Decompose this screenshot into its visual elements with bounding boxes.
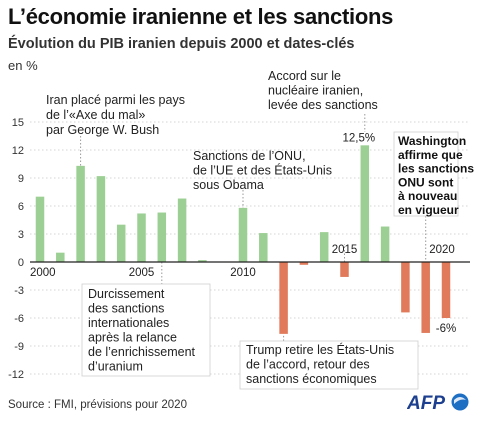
annotation-2006-line: des sanctions [88, 302, 164, 316]
annotation-2006-line: d’uranium [88, 360, 143, 374]
chart-subtitle: Évolution du PIB iranien depuis 2000 et … [8, 36, 355, 52]
annotation-2006-line: de l’enrichissement [88, 345, 196, 359]
annotation-2002-line: de l’«Axe du mal» [46, 108, 145, 122]
annotation-2012-line: sanctions économiques [246, 372, 377, 386]
y-tick-label: 12 [12, 145, 24, 157]
bar-2014 [319, 232, 329, 262]
y-tick-label: 6 [18, 201, 24, 213]
data-label-2016: 12,5% [342, 132, 375, 144]
annotation-2019-line: Washington [398, 134, 466, 148]
y-tick-label: 9 [18, 173, 24, 185]
annotation-2006-line: Durcissement [88, 287, 165, 301]
y-tick-label: 15 [12, 117, 24, 129]
annotation-2019-line: à nouveau [398, 189, 457, 203]
source-note: Source : FMI, prévisions pour 2020 [8, 399, 187, 411]
bar-2020 [441, 262, 451, 318]
x-tick-label-2005: 2005 [129, 267, 155, 279]
annotation-2012-line: de l’accord, retour des [246, 358, 370, 372]
y-tick-label: -12 [8, 369, 24, 381]
x-tick-label-2020: 2020 [429, 244, 455, 256]
y-tick-label: -9 [14, 341, 24, 353]
annotation-2019-line: affirme que [398, 148, 463, 162]
y-axis-ticks: 15 12 9 6 3 0 -3 -6 -9 -12 [8, 117, 24, 381]
data-label-2020: -6% [436, 323, 456, 335]
x-tick-label-2010: 2010 [230, 267, 256, 279]
annotation-2010-line: sous Obama [193, 178, 264, 192]
annotation-2002-line: par George W. Bush [46, 123, 159, 137]
bar-2006 [157, 212, 167, 262]
bar-2013 [299, 262, 309, 265]
annotation-2012-line: Trump retire les États-Unis [246, 342, 394, 357]
x-axis-ticks: 2000 2005 2010 2015 2020 [30, 244, 455, 279]
bar-2015 [340, 262, 349, 277]
bar-2017 [380, 226, 390, 262]
annotation-box-2012 [239, 340, 419, 390]
bar-2001 [56, 252, 65, 262]
y-tick-label: -6 [14, 313, 24, 325]
data-labels: 12,5% -6% [342, 132, 456, 335]
bar-2005 [137, 213, 146, 262]
bar-2004 [116, 224, 126, 262]
annotation-box-2006 [81, 283, 211, 377]
chart-title: L’économie iranienne et les sanctions [8, 4, 394, 29]
x-tick-label-2000: 2000 [30, 267, 56, 279]
annotation-2016-line: nucléaire iranien, [268, 84, 363, 98]
bar-2007 [177, 198, 187, 262]
bar-2008 [198, 260, 207, 262]
bar-2012 [279, 262, 288, 334]
y-tick-label: 0 [18, 257, 24, 269]
bar-2002 [76, 165, 85, 262]
bar-2000 [35, 196, 45, 262]
annotation-2010-line: de l’UE et des États-Unis [193, 163, 332, 178]
annotation-2010-line: Sanctions de l’ONU, [193, 149, 306, 163]
bar-2010 [238, 207, 248, 262]
annotation-2006-line: après la relance [88, 331, 177, 345]
y-tick-label: -3 [14, 285, 24, 297]
bar-2011 [259, 233, 268, 262]
afp-logo: AFP [407, 393, 469, 414]
annotation-2016-line: levée des sanctions [268, 98, 378, 112]
annotation-2019-line: ONU sont [398, 175, 453, 189]
bar-2019 [421, 262, 430, 333]
annotation-2006-line: internationales [88, 316, 169, 330]
y-tick-label: 3 [18, 229, 24, 241]
annotation-2019-line: les sanctions [398, 162, 474, 176]
y-axis-unit: en % [8, 58, 38, 73]
x-tick-label-2015: 2015 [332, 244, 358, 256]
annotation-2002-line: Iran placé parmi les pays [46, 93, 185, 107]
svg-text:AFP: AFP [407, 393, 445, 414]
bar-2003 [96, 176, 106, 262]
bar-2018 [401, 262, 410, 313]
annotation-2019-line: en vigueur [398, 203, 459, 217]
annotation-2016-line: Accord sur le [268, 69, 341, 83]
bars [35, 145, 451, 334]
annotation-box-2019 [393, 131, 459, 217]
bar-2016 [360, 145, 370, 262]
